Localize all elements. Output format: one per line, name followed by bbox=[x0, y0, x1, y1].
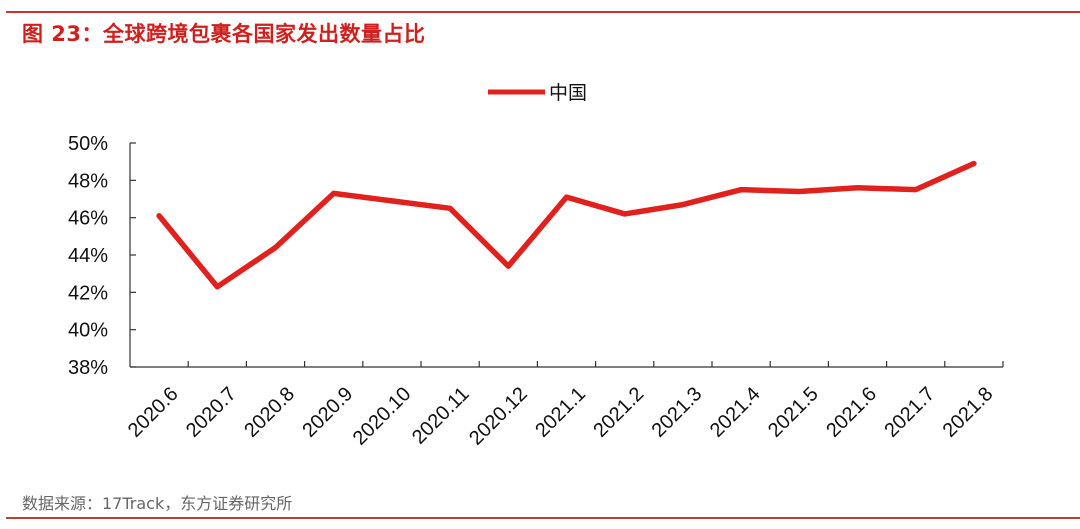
x-tick-label: 2020.6 bbox=[124, 383, 183, 442]
y-tick-label: 50% bbox=[68, 133, 108, 155]
x-tick-label: 2021.7 bbox=[880, 383, 939, 442]
top-rule bbox=[6, 11, 1080, 13]
x-tick-label: 2021.6 bbox=[822, 383, 881, 442]
y-tick-label: 38% bbox=[68, 357, 108, 379]
y-axis-labels: 38% 40% 42% 44% 46% 48% 50% bbox=[68, 133, 108, 379]
legend: 中国 bbox=[488, 82, 587, 104]
y-tick-label: 46% bbox=[68, 208, 108, 230]
x-tick-label: 2020.10 bbox=[349, 383, 416, 450]
x-tick-label: 2020.12 bbox=[465, 383, 532, 450]
x-tick-label: 2021.5 bbox=[764, 383, 823, 442]
x-tick-label: 2020.9 bbox=[298, 383, 357, 442]
legend-label: 中国 bbox=[549, 82, 587, 104]
x-tick-label: 2021.4 bbox=[706, 383, 765, 442]
x-tick-label: 2021.2 bbox=[589, 383, 648, 442]
figure-title: 图 23：全球跨境包裹各国家发出数量占比 bbox=[22, 22, 426, 46]
x-tick-label: 2021.1 bbox=[531, 383, 590, 442]
x-tick-label: 2021.3 bbox=[648, 383, 707, 442]
series-line-china bbox=[156, 160, 977, 290]
x-tick-label: 2020.8 bbox=[240, 383, 299, 442]
bottom-rule bbox=[6, 517, 1080, 519]
y-tick-label: 42% bbox=[68, 282, 108, 304]
source-note: 数据来源：17Track，东方证券研究所 bbox=[22, 494, 293, 513]
y-tick-label: 44% bbox=[68, 245, 108, 267]
y-tick-label: 40% bbox=[68, 320, 108, 342]
axes bbox=[129, 142, 1004, 368]
y-tick-label: 48% bbox=[68, 170, 108, 192]
x-tick-label: 2021.8 bbox=[939, 383, 998, 442]
x-tick-label: 2020.11 bbox=[408, 383, 474, 449]
x-axis-labels: 2020.6 2020.7 2020.8 2020.92020.102020.1120… bbox=[124, 383, 998, 450]
x-tick-label: 2020.7 bbox=[182, 383, 241, 442]
